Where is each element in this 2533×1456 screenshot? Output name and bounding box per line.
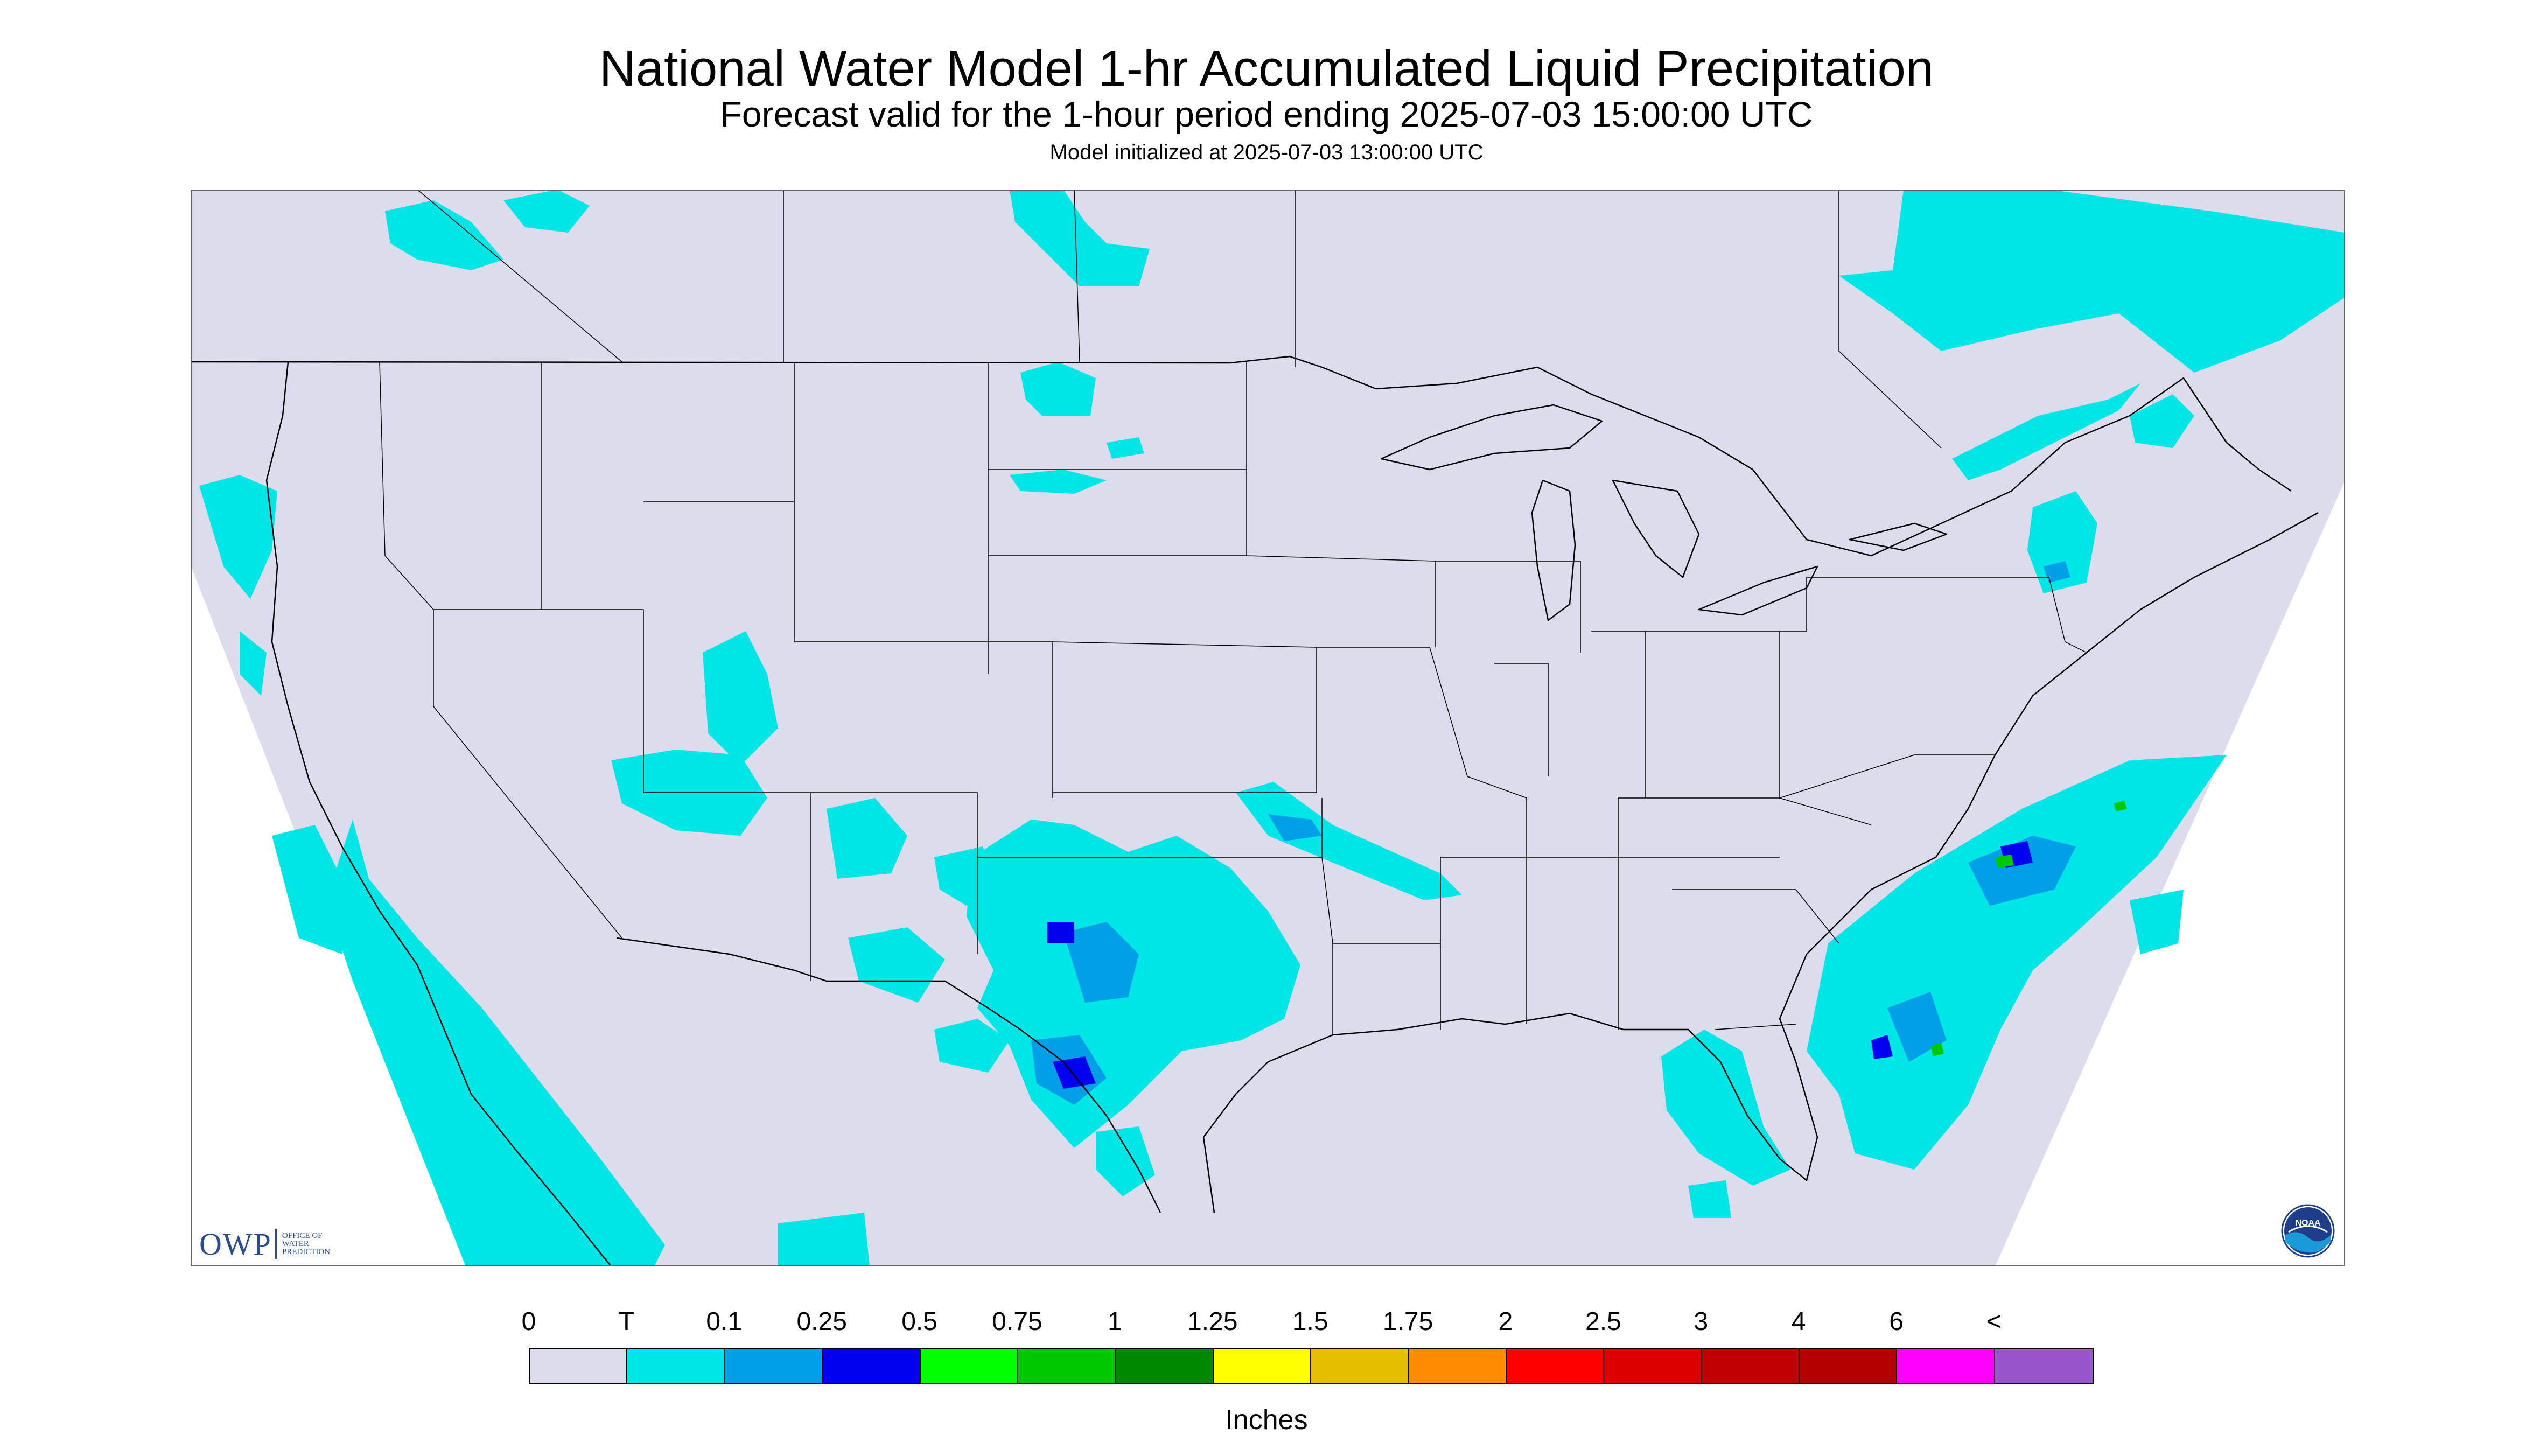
precip-fl-heavy <box>1871 1035 1893 1059</box>
noaa-logo-text: NOAA <box>2295 1219 2321 1228</box>
gulf-coast <box>1202 512 2319 1213</box>
map-subtitle: Forecast valid for the 1-hour period end… <box>720 94 1813 134</box>
lake-huron <box>1612 479 1700 578</box>
legend-label: 6 <box>1889 1307 1904 1336</box>
legend-swatch <box>1311 1349 1409 1383</box>
owp-logo-line1: OFFICE OF <box>282 1231 323 1240</box>
legend-swatch <box>1800 1349 1898 1383</box>
owp-logo-line2: WATER <box>282 1239 309 1248</box>
owp-logo-divider <box>275 1229 277 1259</box>
legend-label: 0.1 <box>706 1307 743 1336</box>
legend-label: 0 <box>521 1307 536 1336</box>
precip-atlantic-east <box>2130 890 2184 954</box>
map-frame <box>191 190 2345 1266</box>
legend-swatch <box>1213 1349 1312 1383</box>
lake-michigan <box>1531 479 1576 621</box>
legend-label: 4 <box>1791 1307 1806 1336</box>
legend-swatch <box>1604 1349 1702 1383</box>
legend-swatch <box>823 1349 921 1383</box>
precipitation-map <box>191 190 2345 1266</box>
precip-texas-heavy <box>1053 1056 1096 1089</box>
map-title: National Water Model 1-hr Accumulated Li… <box>599 40 1934 96</box>
legend-swatch <box>627 1349 725 1383</box>
precip-colorado <box>827 798 907 879</box>
legend-units: Inches <box>1225 1404 1308 1436</box>
legend-label: < <box>1986 1307 2002 1336</box>
precip-gulf-mexico <box>778 1213 870 1266</box>
mexico-border <box>616 937 1161 1213</box>
canada-lines <box>417 190 1942 449</box>
legend-label: 1.75 <box>1382 1307 1433 1336</box>
precip-great-lakes-east <box>1952 383 2140 480</box>
precip-atlantic <box>1807 755 2227 1170</box>
precip-kansas-band <box>1236 782 1462 900</box>
legend-label: 2 <box>1498 1307 1513 1336</box>
legend-swatch <box>1702 1349 1800 1383</box>
legend-label: 3 <box>1694 1307 1709 1336</box>
legend-label: 2.5 <box>1585 1307 1621 1336</box>
precip-canada-central <box>1010 190 1150 286</box>
precip-california-coast <box>272 825 347 954</box>
precip-atlantic-core <box>1968 836 2076 906</box>
precip-oregon-coast <box>240 631 267 696</box>
precip-pacific-south <box>326 820 665 1266</box>
legend-swatch <box>920 1349 1018 1383</box>
legend-label: 0.25 <box>796 1307 847 1336</box>
west-coast <box>265 361 612 1266</box>
precip-atl-green1 <box>1995 855 2014 868</box>
legend-label: T <box>618 1307 635 1336</box>
legend-colorbar <box>529 1348 2094 1384</box>
precip-nd-east <box>1107 437 1144 459</box>
owp-logo-letters: OWP <box>199 1226 272 1262</box>
precip-quebec <box>2130 394 2194 448</box>
lake-erie <box>1698 565 1818 616</box>
owp-logo-line3: PREDICTION <box>282 1247 331 1256</box>
lake-superior <box>1380 404 1603 471</box>
legend-swatch <box>1995 1349 2093 1383</box>
legend-swatch <box>725 1349 823 1383</box>
legend-labels: 0 T 0.1 0.25 0.5 0.75 1 1.25 1.5 1.75 2 2.5 3 4 6 < <box>0 1306 2533 1343</box>
us-canada-border <box>191 355 2292 557</box>
precip-florida-gulf <box>1661 1030 1790 1186</box>
model-init-time: Model initialized at 2025-07-03 13:00:00… <box>1049 141 1484 164</box>
precip-texas-core <box>1063 922 1139 1003</box>
legend-swatch <box>1409 1349 1507 1383</box>
precip-atlantic-core2 <box>1887 992 1947 1062</box>
model-domain <box>191 190 2345 1266</box>
legend-swatch <box>530 1349 628 1383</box>
legend-label: 0.75 <box>992 1307 1042 1336</box>
owp-logo-subtext: OFFICE OF WATER PREDICTION <box>282 1231 331 1256</box>
legend-label: 0.5 <box>901 1307 937 1336</box>
legend-swatch <box>1018 1349 1116 1383</box>
lake-ontario <box>1849 522 1948 551</box>
legend-label: 1.25 <box>1187 1307 1238 1336</box>
legend-swatch <box>1897 1349 1995 1383</box>
precip-ny-core <box>2044 561 2070 583</box>
noaa-logo: NOAA <box>2281 1204 2335 1258</box>
precip-canada-west <box>385 200 503 270</box>
precip-mexico-border <box>934 1019 1010 1073</box>
map-boundaries <box>191 190 2319 1266</box>
precip-nd-south <box>1010 470 1107 494</box>
precip-texas-south <box>1096 1126 1155 1196</box>
precip-kansas-core <box>1268 814 1322 841</box>
precip-west-texas <box>848 927 945 1003</box>
precip-green <box>1930 801 2127 1056</box>
precip-atl-green2 <box>2114 801 2127 811</box>
state-lines <box>379 361 2087 1035</box>
legend-label: 1 <box>1108 1307 1122 1336</box>
legend-swatch <box>1506 1349 1605 1383</box>
precip-florida-keys <box>1688 1180 1731 1218</box>
precip-utah <box>703 631 778 766</box>
precip-canada-west2 <box>503 190 590 233</box>
precip-pacific-north <box>199 475 277 599</box>
precip-canada-east <box>1839 190 2345 373</box>
legend-swatch <box>1116 1349 1214 1383</box>
precip-atl-green3 <box>1930 1043 1944 1056</box>
legend-label: 1.5 <box>1292 1307 1328 1336</box>
owp-logo: OWP OFFICE OF WATER PREDICTION <box>199 1225 330 1263</box>
precip-okla-heavy <box>1047 922 1074 943</box>
precip-north-dakota <box>1020 362 1096 416</box>
